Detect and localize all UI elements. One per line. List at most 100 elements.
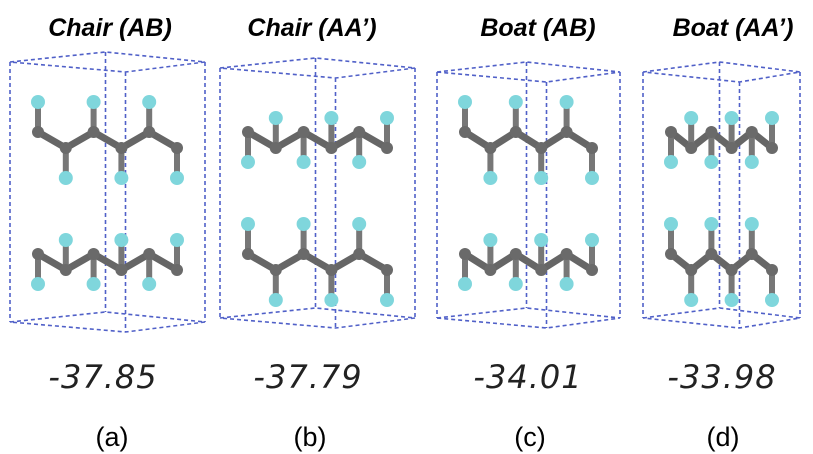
hydrogen-atom <box>87 95 101 109</box>
carbon-atom <box>171 142 183 154</box>
hydrogen-atom <box>324 293 338 307</box>
bond <box>248 132 387 148</box>
hydrogen-atom <box>684 111 698 125</box>
panel-label: (b) <box>294 422 327 452</box>
carbon-atom <box>746 126 758 138</box>
hydrogen-atom <box>704 217 718 231</box>
carbon-atom <box>586 264 598 276</box>
carbon-atom <box>685 142 697 154</box>
carbon-atom <box>665 126 677 138</box>
carbon-atom <box>171 264 183 276</box>
carbon-atom <box>705 126 717 138</box>
carbon-atom <box>665 248 677 260</box>
hydrogen-atom <box>59 233 73 247</box>
figure: Chair (AB) Chair (AA’) Boat (AB) Boat (A… <box>0 0 813 454</box>
carbon-atom <box>353 248 365 260</box>
bond <box>465 254 592 270</box>
hydrogen-atom <box>765 111 779 125</box>
hydrogen-atom <box>241 217 255 231</box>
carbon-atom <box>32 248 44 260</box>
hydrogen-atom <box>31 277 45 291</box>
carbon-atom <box>685 264 697 276</box>
panel-label: (d) <box>707 422 740 452</box>
carbon-atom <box>270 142 282 154</box>
carbon-atom <box>242 248 254 260</box>
carbon-atom <box>766 264 778 276</box>
energy: -37.79 <box>253 358 362 396</box>
carbon-atom <box>726 142 738 154</box>
carbon-atom <box>298 248 310 260</box>
carbon-atom <box>115 142 127 154</box>
carbon-atom <box>60 264 72 276</box>
carbon-atom <box>325 142 337 154</box>
bond <box>465 132 592 148</box>
hydrogen-atom <box>170 233 184 247</box>
hydrogen-atom <box>297 217 311 231</box>
carbon-atom <box>586 142 598 154</box>
bond <box>248 254 387 270</box>
hydrogen-atom <box>352 217 366 231</box>
carbon-atom <box>270 264 282 276</box>
panel-title: Chair (AB) <box>48 14 172 42</box>
carbon-atom <box>381 264 393 276</box>
hydrogen-atom <box>509 277 523 291</box>
hydrogen-atom <box>704 155 718 169</box>
hydrogen-atom <box>483 171 497 185</box>
hydrogen-atom <box>142 277 156 291</box>
hydrogen-atom <box>560 95 574 109</box>
carbon-atom <box>60 142 72 154</box>
hydrogen-atom <box>745 155 759 169</box>
carbon-atom <box>510 126 522 138</box>
hydrogen-atom <box>585 233 599 247</box>
carbon-atom <box>561 248 573 260</box>
hydrogen-atom <box>31 95 45 109</box>
hydrogen-atom <box>114 171 128 185</box>
carbon-atom <box>484 142 496 154</box>
hydrogen-atom <box>664 155 678 169</box>
panel-label: (a) <box>96 422 129 452</box>
hydrogen-atom <box>765 293 779 307</box>
panel-title: Boat (AB) <box>480 14 595 42</box>
carbon-atom <box>32 126 44 138</box>
energy: -37.85 <box>48 358 157 396</box>
bond <box>38 132 177 148</box>
carbon-atom <box>381 142 393 154</box>
hydrogen-atom <box>458 95 472 109</box>
carbon-atom <box>88 248 100 260</box>
carbon-atom <box>535 264 547 276</box>
hydrogen-atom <box>534 233 548 247</box>
hydrogen-atom <box>380 111 394 125</box>
hydrogen-atom <box>352 155 366 169</box>
hydrogen-atom <box>509 95 523 109</box>
carbon-atom <box>746 248 758 260</box>
carbon-atom <box>325 264 337 276</box>
hydrogen-atom <box>684 293 698 307</box>
hydrogen-atom <box>324 111 338 125</box>
panel-title: Boat (AA’) <box>673 14 794 42</box>
hydrogen-atom <box>483 233 497 247</box>
hydrogen-atom <box>745 217 759 231</box>
cell-box <box>643 62 800 328</box>
hydrogen-atom <box>114 233 128 247</box>
carbon-atom <box>115 264 127 276</box>
carbon-atom <box>459 248 471 260</box>
carbon-atom <box>88 126 100 138</box>
hydrogen-atom <box>269 293 283 307</box>
hydrogen-atom <box>725 293 739 307</box>
hydrogen-atom <box>560 277 574 291</box>
hydrogen-atom <box>585 171 599 185</box>
hydrogen-atom <box>170 171 184 185</box>
carbon-atom <box>459 126 471 138</box>
carbon-atom <box>535 142 547 154</box>
hydrogen-atom <box>380 293 394 307</box>
carbon-atom <box>561 126 573 138</box>
carbon-atom <box>298 126 310 138</box>
hydrogen-atom <box>269 111 283 125</box>
hydrogen-atom <box>725 111 739 125</box>
hydrogen-atom <box>59 171 73 185</box>
carbon-atom <box>242 126 254 138</box>
carbon-atom <box>143 248 155 260</box>
hydrogen-atom <box>458 277 472 291</box>
panel-label: (c) <box>514 422 545 452</box>
hydrogen-atom <box>534 171 548 185</box>
